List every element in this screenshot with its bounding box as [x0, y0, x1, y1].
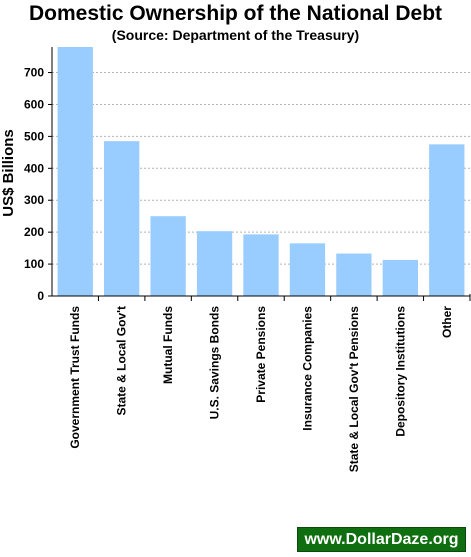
y-tick-label: 0 — [37, 289, 44, 303]
bar — [104, 141, 140, 296]
bar — [150, 216, 186, 296]
y-tick-label: 600 — [24, 97, 44, 111]
chart-subtitle: (Source: Department of the Treasury) — [111, 27, 360, 43]
bar — [336, 253, 372, 296]
x-tick-label: Government Trust Funds — [68, 306, 82, 449]
bar — [243, 234, 279, 296]
y-axis-label: US$ Billions — [0, 129, 17, 217]
y-tick-label: 400 — [24, 161, 44, 175]
x-tick-label: U.S. Savings Bonds — [208, 306, 222, 420]
x-tick-label: State & Local Gov't — [115, 306, 129, 416]
bar — [57, 47, 93, 296]
y-tick-label: 100 — [24, 257, 44, 271]
y-tick-label: 500 — [24, 129, 44, 143]
axes — [48, 47, 471, 301]
x-tick-labels: Government Trust Funds State & Local Gov'… — [68, 306, 454, 473]
bar — [289, 243, 326, 296]
x-tick-label: Depository Institutions — [393, 306, 407, 437]
y-tick-label: 700 — [24, 66, 44, 80]
bar — [429, 144, 465, 296]
y-tick-label: 300 — [24, 193, 44, 207]
chart-title: Domestic Ownership of the National Debt — [28, 2, 443, 25]
x-tick-label: State & Local Gov't Pensions — [347, 306, 361, 473]
bar — [196, 231, 233, 296]
bars — [57, 47, 465, 296]
x-tick-label: Private Pensions — [254, 306, 268, 403]
y-tick-label: 200 — [24, 225, 44, 239]
watermark-badge[interactable]: www.DollarDaze.org — [297, 527, 466, 552]
bar — [382, 259, 418, 296]
x-tick-label: Mutual Funds — [161, 306, 175, 384]
y-tick-labels: 0 100 200 300 400 500 600 700 — [24, 66, 44, 303]
x-tick-label: Other — [440, 306, 454, 338]
x-tick-label: Insurance Companies — [300, 306, 314, 431]
